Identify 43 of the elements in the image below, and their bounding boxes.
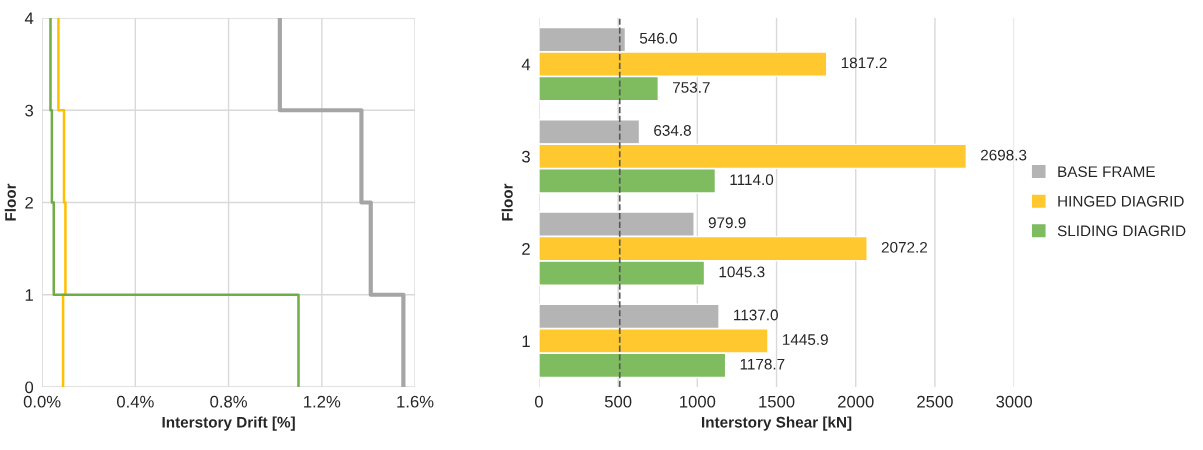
- y-tick-label: 2: [25, 196, 33, 209]
- line-series: [49, 18, 300, 387]
- data-label: 2698.3: [981, 149, 1027, 161]
- data-label: 1137.0: [734, 309, 778, 321]
- x-tick-label: 3000: [996, 395, 1033, 408]
- legend-label: SLIDING DIAGRID: [1057, 225, 1186, 237]
- data-label: 634.8: [654, 125, 691, 136]
- x-tick-label: 1500: [759, 395, 795, 408]
- x-tick-label: 2000: [838, 395, 874, 408]
- data-label: 1114.0: [730, 174, 774, 186]
- y-tick-label: 0: [25, 381, 34, 394]
- x-tick-label: 0.0%: [23, 395, 61, 408]
- y-tick-label: 2: [522, 243, 530, 255]
- legend-label: BASE FRAME: [1058, 166, 1155, 178]
- y-tick-label: 4: [521, 58, 531, 71]
- data-label: 979.9: [708, 217, 746, 229]
- x-tick-label: 2500: [917, 395, 953, 408]
- x-tick-label: 0.8%: [210, 395, 247, 408]
- line-series: [57, 18, 67, 387]
- x-tick-label: 0: [534, 395, 543, 408]
- y-axis-title: Floor: [501, 183, 513, 221]
- x-tick-label: 1.2%: [304, 395, 341, 408]
- x-tick-label: 1000: [680, 395, 716, 408]
- legend-label: HINGED DIAGRID: [1058, 195, 1184, 207]
- y-tick-label: 1: [522, 335, 530, 347]
- data-label: 753.7: [673, 82, 710, 93]
- y-tick-label: 1: [25, 289, 33, 301]
- x-tick-label: 500: [604, 395, 632, 408]
- data-label: 1178.7: [740, 358, 785, 370]
- data-label: 546.0: [639, 32, 677, 44]
- data-label: 1445.9: [783, 334, 828, 345]
- y-axis-title: Floor: [4, 183, 16, 221]
- y-tick-label: 4: [24, 12, 34, 25]
- x-tick-label: 1.6%: [397, 395, 434, 408]
- x-axis-title: Interstory Drift [%]: [162, 416, 295, 431]
- x-tick-label: 0.4%: [117, 395, 154, 408]
- y-tick-label: 3: [25, 104, 34, 117]
- x-axis-title: Interstory Shear [kN]: [702, 416, 852, 431]
- data-label: 1817.2: [841, 57, 887, 69]
- data-label: 2072.2: [881, 241, 928, 253]
- line-series: [277, 18, 406, 387]
- y-tick-label: 3: [521, 150, 530, 163]
- data-label: 1045.3: [719, 266, 765, 278]
